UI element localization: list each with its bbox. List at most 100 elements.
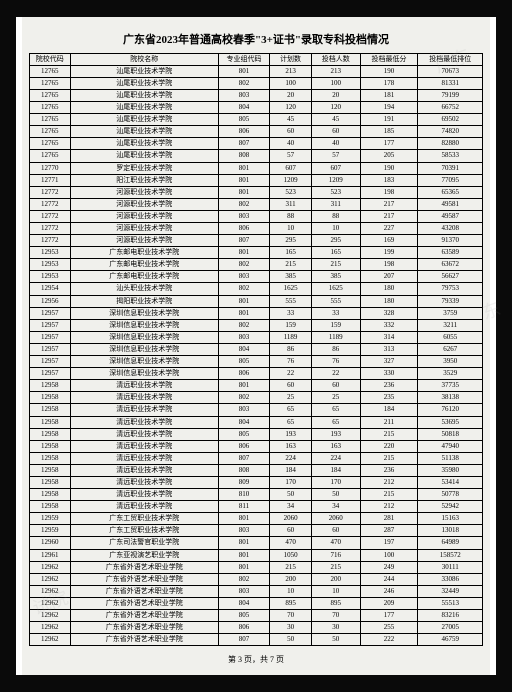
cell: 12958 [29, 392, 70, 404]
cell: 50 [311, 489, 360, 501]
cell: 广东省外语艺术职业学院 [70, 573, 218, 585]
cell: 197 [360, 537, 417, 549]
cell: 10 [311, 223, 360, 235]
cell: 215 [311, 259, 360, 271]
cell: 12957 [29, 356, 70, 368]
cell: 30 [311, 622, 360, 634]
cell: 50 [270, 634, 311, 646]
cell: 802 [218, 283, 270, 295]
table-row: 12962广东省外语艺术职业学院80489589520955513 [29, 597, 483, 609]
cell: 40 [311, 138, 360, 150]
cell: 806 [218, 223, 270, 235]
cell: 深圳信息职业技术学院 [70, 343, 218, 355]
table-row: 12957深圳信息职业技术学院80133333283759 [29, 307, 483, 319]
cell: 313 [360, 343, 417, 355]
cell: 207 [360, 271, 417, 283]
cell: 12772 [29, 223, 70, 235]
col-header: 专业组代码 [218, 53, 270, 65]
cell: 184 [270, 464, 311, 476]
cell: 205 [360, 150, 417, 162]
cell: 806 [218, 126, 270, 138]
cell: 806 [218, 368, 270, 380]
cell: 100 [311, 77, 360, 89]
cell: 揭阳职业技术学院 [70, 295, 218, 307]
table-row: 12958清远职业技术学院802252523538138 [29, 392, 483, 404]
cell: 191 [360, 114, 417, 126]
cell: 328 [360, 307, 417, 319]
cell: 255 [360, 622, 417, 634]
cell: 53414 [418, 476, 483, 488]
table-row: 12772河源职业技术学院80231131121749581 [29, 198, 483, 210]
cell: 215 [270, 259, 311, 271]
cell: 汕头职业技术学院 [70, 283, 218, 295]
cell: 807 [218, 634, 270, 646]
table-row: 12962广东省外语艺术职业学院803101024632449 [29, 585, 483, 597]
cell: 广东省外语艺术职业学院 [70, 610, 218, 622]
cell: 181 [360, 89, 417, 101]
cell: 177 [360, 610, 417, 622]
col-header: 投档最低排位 [418, 53, 483, 65]
cell: 12958 [29, 452, 70, 464]
cell: 3211 [418, 319, 483, 331]
table-row: 12765汕尾职业技术学院80210010017881331 [29, 77, 483, 89]
cell: 33 [311, 307, 360, 319]
cell: 广东省外语艺术职业学院 [70, 622, 218, 634]
cell: 165 [270, 247, 311, 259]
cell: 50778 [418, 489, 483, 501]
cell: 895 [270, 597, 311, 609]
cell: 49587 [418, 210, 483, 222]
cell: 180 [360, 295, 417, 307]
cell: 212 [360, 501, 417, 513]
cell: 215 [360, 489, 417, 501]
cell: 808 [218, 464, 270, 476]
cell: 10 [270, 223, 311, 235]
table-row: 12958清远职业技术学院80722422421551138 [29, 452, 483, 464]
cell: 12958 [29, 380, 70, 392]
cell: 12958 [29, 416, 70, 428]
cell: 43208 [418, 223, 483, 235]
cell: 91370 [418, 235, 483, 247]
table-row: 12962广东省外语艺术职业学院807505022246759 [29, 634, 483, 646]
cell: 314 [360, 331, 417, 343]
cell: 100 [270, 77, 311, 89]
cell: 河源职业技术学院 [70, 235, 218, 247]
table-row: 12958清远职业技术学院803656518476120 [29, 404, 483, 416]
cell: 12958 [29, 501, 70, 513]
cell: 802 [218, 573, 270, 585]
cell: 803 [218, 585, 270, 597]
cell: 2060 [270, 513, 311, 525]
cell: 广东邮电职业技术学院 [70, 271, 218, 283]
table-row: 12953广东邮电职业技术学院80116516519963589 [29, 247, 483, 259]
cell: 12962 [29, 585, 70, 597]
cell: 1625 [270, 283, 311, 295]
table-row: 12957深圳信息职业技术学院80486863136267 [29, 343, 483, 355]
cell: 广东省外语艺术职业学院 [70, 597, 218, 609]
cell: 50 [311, 634, 360, 646]
cell: 801 [218, 549, 270, 561]
table-row: 12958清远职业技术学院810505021550778 [29, 489, 483, 501]
cell: 82880 [418, 138, 483, 150]
cell: 汕尾职业技术学院 [70, 150, 218, 162]
table-row: 12958清远职业技术学院80917017021253414 [29, 476, 483, 488]
cell: 804 [218, 597, 270, 609]
cell: 809 [218, 476, 270, 488]
cell: 56627 [418, 271, 483, 283]
cell: 46759 [418, 634, 483, 646]
cell: 807 [218, 452, 270, 464]
cell: 222 [360, 634, 417, 646]
cell: 37735 [418, 380, 483, 392]
table-row: 12772河源职业技术学院806101022743208 [29, 223, 483, 235]
cell: 阳江职业技术学院 [70, 174, 218, 186]
cell: 213 [270, 65, 311, 77]
cell: 801 [218, 247, 270, 259]
cell: 广东邮电职业技术学院 [70, 247, 218, 259]
table-row: 12962广东省外语艺术职业学院80121521524930111 [29, 561, 483, 573]
cell: 12958 [29, 404, 70, 416]
cell: 汕尾职业技术学院 [70, 65, 218, 77]
table-row: 12958清远职业技术学院801606023637735 [29, 380, 483, 392]
cell: 汕尾职业技术学院 [70, 114, 218, 126]
table-row: 12958清远职业技术学院811343421252942 [29, 501, 483, 513]
cell: 49581 [418, 198, 483, 210]
pager: 第 3 页，共 7 页 [24, 654, 488, 665]
table-row: 12961广东亚视演艺职业学院8011050716100158572 [29, 549, 483, 561]
